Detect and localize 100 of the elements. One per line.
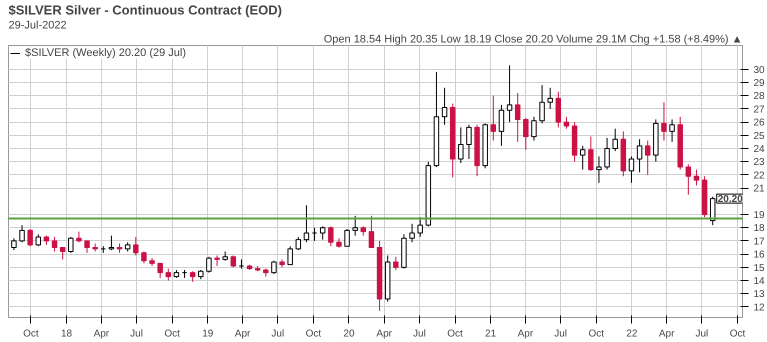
y-tick-label: 13 bbox=[754, 289, 766, 300]
x-tick-label: Oct bbox=[306, 328, 322, 340]
x-tick-label: Oct bbox=[23, 328, 39, 340]
candlestick bbox=[417, 216, 423, 238]
y-tick-label: 28 bbox=[754, 91, 766, 102]
y-tick-label: 27 bbox=[754, 104, 766, 116]
annotation: 20.20 bbox=[718, 194, 744, 206]
candlestick bbox=[644, 140, 650, 176]
x-tick-label: Apr bbox=[234, 328, 252, 340]
candlestick bbox=[466, 124, 472, 160]
candlestick bbox=[694, 169, 700, 186]
y-tick-label: 12 bbox=[754, 302, 766, 314]
candlestick bbox=[124, 242, 130, 252]
chart-subtitle: 29-Jul-2022 bbox=[8, 20, 67, 32]
candlestick bbox=[304, 204, 310, 243]
x-tick-label: Jul bbox=[130, 328, 143, 340]
x-tick-label: 22 bbox=[626, 328, 638, 340]
y-tick-label: 15 bbox=[754, 262, 766, 274]
candlestick bbox=[352, 215, 358, 236]
x-tick-label: Apr bbox=[376, 328, 393, 340]
x-tick-label: Jul bbox=[413, 328, 426, 340]
candlestick bbox=[564, 116, 570, 130]
y-tick-label: 18 bbox=[754, 223, 766, 234]
candlestick bbox=[628, 156, 634, 184]
candlestick bbox=[76, 231, 82, 243]
candlestick bbox=[596, 156, 602, 184]
candlestick bbox=[686, 164, 692, 196]
candlestick bbox=[206, 256, 212, 274]
candlestick bbox=[230, 254, 236, 268]
y-tick-label: 26 bbox=[754, 118, 766, 129]
x-tick-label: 20 bbox=[343, 328, 355, 340]
candlestick bbox=[669, 118, 675, 142]
candlestick bbox=[52, 236, 58, 252]
candlestick bbox=[506, 64, 512, 123]
x-tick-label: Apr bbox=[658, 328, 676, 340]
candlestick bbox=[60, 247, 66, 260]
x-tick-label: Jul bbox=[695, 328, 708, 340]
candlestick bbox=[11, 238, 17, 251]
candlestick bbox=[661, 102, 667, 142]
x-tick-label: Oct bbox=[164, 328, 180, 340]
candlestick bbox=[141, 250, 147, 264]
candlestick bbox=[490, 95, 496, 142]
candlestick bbox=[328, 226, 334, 247]
candlestick bbox=[27, 228, 33, 247]
x-tick-label: Oct bbox=[588, 328, 604, 340]
y-tick-label: 16 bbox=[754, 250, 766, 261]
legend-label: $SILVER (Weekly) 20.20 (29 Jul) bbox=[25, 47, 186, 59]
candlestick bbox=[588, 136, 594, 172]
candlestick bbox=[556, 91, 562, 128]
y-tick-label: 29 bbox=[754, 78, 766, 89]
text: Open 18.54 High 20.35 Low 18.19 Close 20.20 Volume 29.1M Chg +1.58 (+8.49%) ▲ bbox=[324, 34, 743, 46]
x-tick-label: Jul bbox=[271, 328, 284, 340]
candlestick bbox=[498, 104, 504, 146]
y-tick-label: 24 bbox=[754, 144, 766, 155]
x-tick-label: Apr bbox=[518, 328, 534, 340]
candlestick bbox=[636, 138, 642, 173]
y-tick-label: 23 bbox=[754, 157, 766, 168]
x-tick-label: 18 bbox=[60, 328, 73, 340]
candlestick bbox=[68, 236, 74, 254]
candlestick bbox=[133, 236, 139, 256]
candlestick bbox=[514, 92, 520, 142]
candlestick bbox=[336, 238, 342, 248]
candlestick bbox=[368, 215, 374, 248]
y-tick-label: 19 bbox=[754, 210, 766, 222]
x-tick-label: Oct bbox=[447, 328, 464, 340]
candlestick bbox=[523, 118, 529, 150]
candlestick bbox=[547, 87, 553, 110]
y-tick-label: 17 bbox=[754, 236, 766, 248]
candlestick bbox=[222, 250, 228, 262]
candlestick bbox=[442, 87, 448, 126]
candlestick bbox=[458, 126, 464, 164]
chart-title: $SILVER Silver - Continuous Contract (EOD) bbox=[8, 2, 282, 18]
x-tick-label: Apr bbox=[94, 328, 110, 340]
x-tick-label: 21 bbox=[485, 328, 497, 340]
candlestick bbox=[393, 256, 399, 270]
candlestick bbox=[108, 235, 114, 251]
y-tick-label: 22 bbox=[754, 170, 766, 182]
candlestick bbox=[580, 145, 586, 170]
candlestick bbox=[84, 240, 90, 254]
x-tick-label: Oct bbox=[730, 328, 746, 340]
candlestick bbox=[320, 226, 326, 240]
candlestick bbox=[604, 137, 610, 170]
candlestick bbox=[287, 246, 293, 266]
candlestick bbox=[296, 236, 302, 251]
candlestick bbox=[612, 128, 618, 152]
y-tick-label: 21 bbox=[754, 184, 766, 195]
candlestick bbox=[157, 262, 163, 278]
y-tick-label: 25 bbox=[754, 130, 766, 142]
candlestick bbox=[360, 226, 366, 236]
candlestick bbox=[36, 234, 42, 247]
candlestick bbox=[19, 224, 25, 243]
y-tick-label: 14 bbox=[754, 276, 766, 288]
candlestick bbox=[190, 270, 196, 282]
candlestick bbox=[166, 268, 172, 282]
candlestick bbox=[116, 243, 122, 254]
candlestick bbox=[344, 228, 350, 247]
candlestick bbox=[539, 84, 545, 124]
candlestick bbox=[44, 235, 50, 246]
candlestick bbox=[271, 260, 277, 274]
x-tick-label: Jul bbox=[554, 328, 568, 340]
